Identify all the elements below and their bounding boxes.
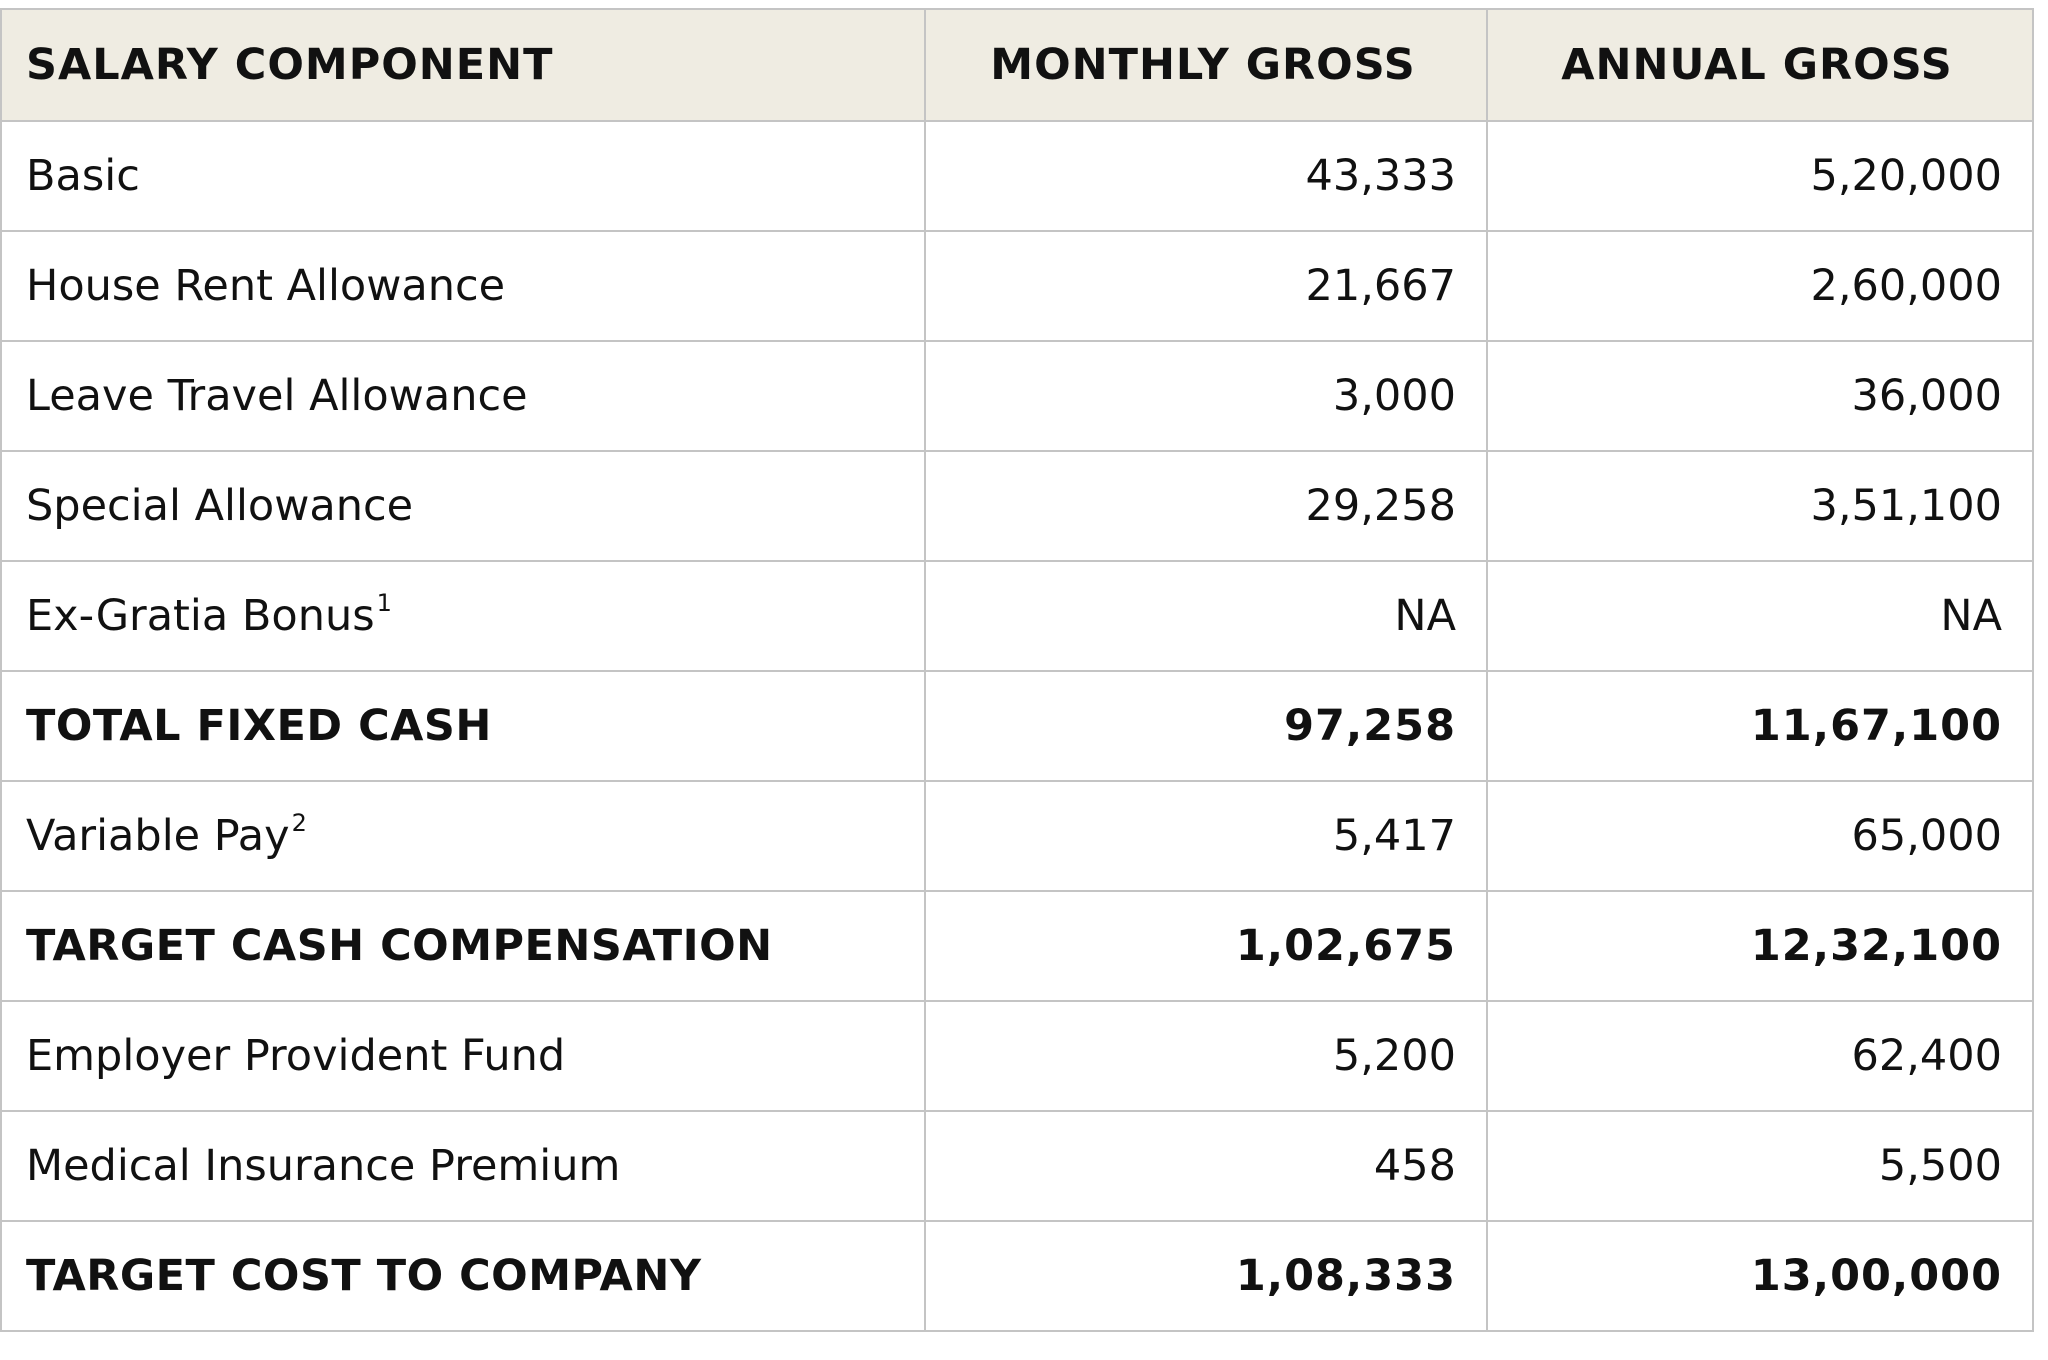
monthly-gross-value: 458 — [924, 1110, 1488, 1222]
annual-gross-value: 65,000 — [1486, 780, 2034, 892]
table-header: SALARY COMPONENT MONTHLY GROSS ANNUAL GR… — [0, 8, 2034, 122]
monthly-gross-value: 97,258 — [924, 670, 1488, 782]
salary-table: SALARY COMPONENT MONTHLY GROSS ANNUAL GR… — [0, 8, 2034, 1332]
annual-gross-value: 2,60,000 — [1486, 230, 2034, 342]
table-row: TARGET CASH COMPENSATION 1,02,675 12,32,10… — [0, 890, 2034, 1002]
monthly-gross-value: 5,417 — [924, 780, 1488, 892]
annual-gross-value: NA — [1486, 560, 2034, 672]
monthly-gross-value: NA — [924, 560, 1488, 672]
row-label-cell: TARGET COST TO COMPANY — [0, 1220, 926, 1332]
row-label: Employer Provident Fund — [26, 1031, 566, 1081]
annual-gross-value: 5,500 — [1486, 1110, 2034, 1222]
row-label-cell: Ex-Gratia Bonus1 — [0, 560, 926, 672]
monthly-gross-value: 21,667 — [924, 230, 1488, 342]
annual-gross-value: 5,20,000 — [1486, 120, 2034, 232]
row-label: Basic — [26, 151, 140, 201]
row-label-cell: TOTAL FIXED CASH — [0, 670, 926, 782]
footnote-marker: 1 — [376, 589, 392, 617]
table-row: TOTAL FIXED CASH 97,258 11,67,100 — [0, 670, 2034, 782]
table-row: Leave Travel Allowance 3,000 36,000 — [0, 340, 2034, 452]
table-row: Basic 43,333 5,20,000 — [0, 120, 2034, 232]
row-label: Medical Insurance Premium — [26, 1141, 621, 1191]
row-label-cell: Variable Pay2 — [0, 780, 926, 892]
table-row: Special Allowance 29,258 3,51,100 — [0, 450, 2034, 562]
row-label-cell: Basic — [0, 120, 926, 232]
table-row: Ex-Gratia Bonus1 NA NA — [0, 560, 2034, 672]
table-row: Variable Pay2 5,417 65,000 — [0, 780, 2034, 892]
row-label-cell: Leave Travel Allowance — [0, 340, 926, 452]
annual-gross-value: 36,000 — [1486, 340, 2034, 452]
row-label: House Rent Allowance — [26, 261, 506, 311]
row-label: Variable Pay — [26, 811, 290, 861]
table-body: Basic 43,333 5,20,000 House Rent Allowance 2… — [0, 120, 2034, 1332]
row-label-cell: Employer Provident Fund — [0, 1000, 926, 1112]
annual-gross-value: 62,400 — [1486, 1000, 2034, 1112]
header-row: SALARY COMPONENT MONTHLY GROSS ANNUAL GR… — [0, 8, 2034, 122]
monthly-gross-value: 5,200 — [924, 1000, 1488, 1112]
row-label-cell: House Rent Allowance — [0, 230, 926, 342]
annual-gross-value: 12,32,100 — [1486, 890, 2034, 1002]
monthly-gross-value: 1,08,333 — [924, 1220, 1488, 1332]
row-label: TARGET CASH COMPENSATION — [26, 921, 773, 971]
row-label-cell: Medical Insurance Premium — [0, 1110, 926, 1222]
monthly-gross-value: 3,000 — [924, 340, 1488, 452]
row-label: TARGET COST TO COMPANY — [26, 1251, 702, 1301]
table-row: Medical Insurance Premium 458 5,500 — [0, 1110, 2034, 1222]
row-label-cell: TARGET CASH COMPENSATION — [0, 890, 926, 1002]
monthly-gross-value: 43,333 — [924, 120, 1488, 232]
header-annual-gross: ANNUAL GROSS — [1486, 8, 2034, 122]
table-row: House Rent Allowance 21,667 2,60,000 — [0, 230, 2034, 342]
annual-gross-value: 11,67,100 — [1486, 670, 2034, 782]
row-label-cell: Special Allowance — [0, 450, 926, 562]
monthly-gross-value: 29,258 — [924, 450, 1488, 562]
header-monthly-gross: MONTHLY GROSS — [924, 8, 1488, 122]
row-label: TOTAL FIXED CASH — [26, 701, 492, 751]
annual-gross-value: 3,51,100 — [1486, 450, 2034, 562]
monthly-gross-value: 1,02,675 — [924, 890, 1488, 1002]
row-label: Ex-Gratia Bonus — [26, 591, 375, 641]
table-row: TARGET COST TO COMPANY 1,08,333 13,00,000 — [0, 1220, 2034, 1332]
table-row: Employer Provident Fund 5,200 62,400 — [0, 1000, 2034, 1112]
row-label: Special Allowance — [26, 481, 414, 531]
header-salary-component: SALARY COMPONENT — [0, 8, 926, 122]
footnote-marker: 2 — [291, 809, 307, 837]
annual-gross-value: 13,00,000 — [1486, 1220, 2034, 1332]
row-label: Leave Travel Allowance — [26, 371, 528, 421]
